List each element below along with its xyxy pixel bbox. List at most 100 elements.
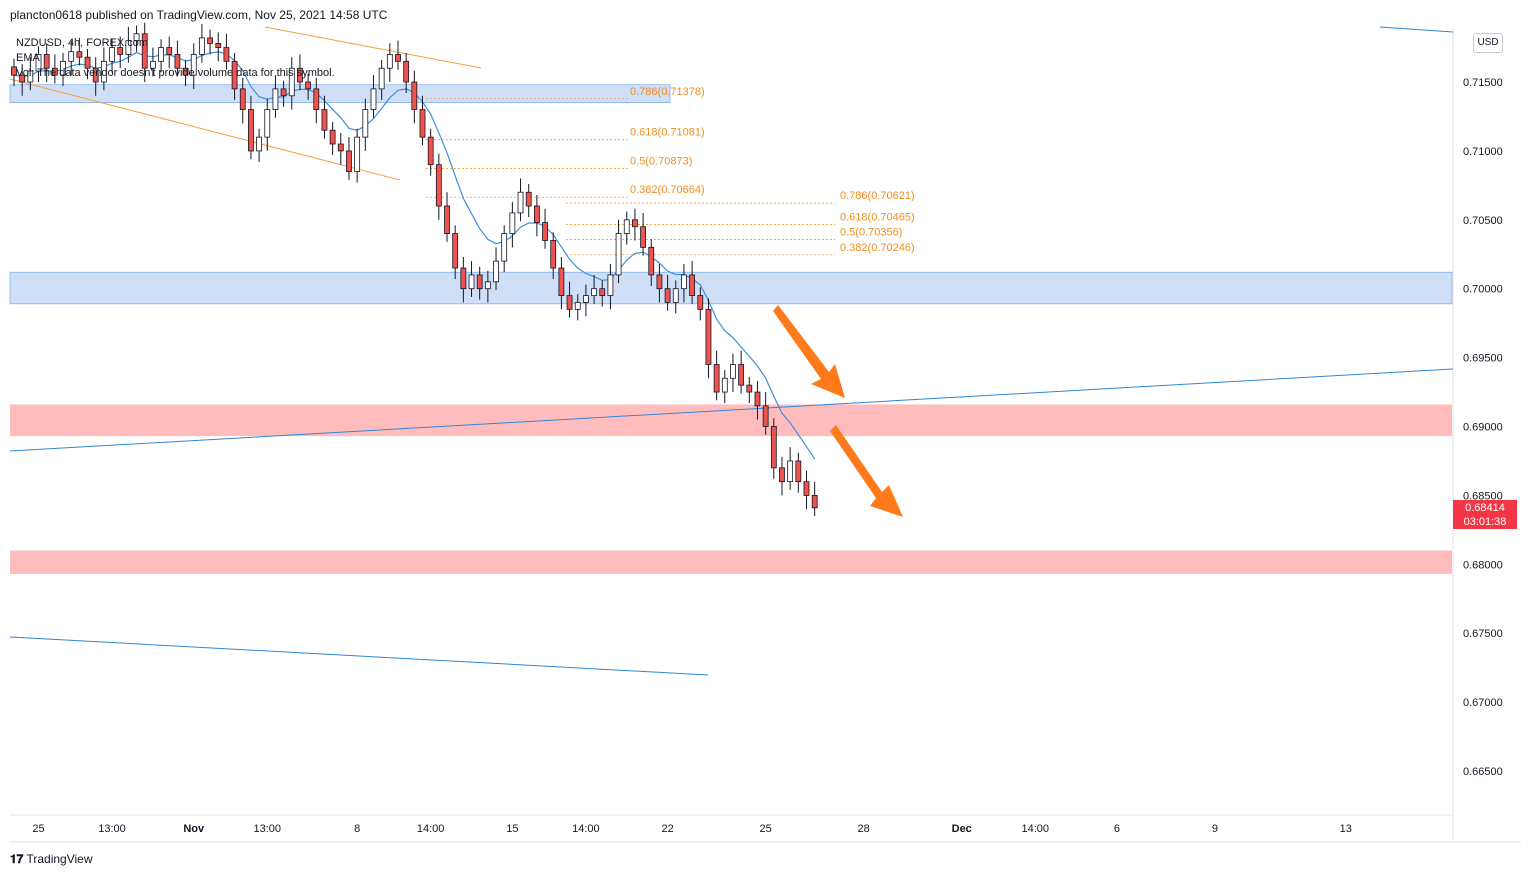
candle[interactable]: [615, 219, 622, 284]
candle[interactable]: [542, 208, 548, 249]
candle[interactable]: [811, 481, 818, 517]
candle[interactable]: [681, 263, 687, 303]
candle[interactable]: [125, 26, 132, 63]
candle[interactable]: [141, 22, 148, 82]
candle[interactable]: [297, 54, 303, 91]
candle[interactable]: [68, 40, 75, 76]
candle[interactable]: [92, 57, 99, 96]
candle[interactable]: [60, 53, 66, 87]
candle[interactable]: [43, 43, 50, 82]
candle[interactable]: [599, 280, 606, 307]
candle[interactable]: [435, 153, 442, 220]
tradingview-logo[interactable]: 𝟏𝟕 TradingView: [10, 852, 93, 867]
candle[interactable]: [697, 287, 704, 321]
candle[interactable]: [591, 274, 597, 304]
candle[interactable]: [354, 128, 361, 183]
candle[interactable]: [199, 24, 205, 63]
long-trendline[interactable]: [9, 368, 1454, 452]
candle[interactable]: [779, 456, 785, 496]
candle[interactable]: [158, 39, 164, 73]
candle[interactable]: [525, 183, 532, 218]
candle[interactable]: [533, 194, 540, 237]
candle[interactable]: [738, 350, 745, 394]
channel-top-line[interactable]: [264, 26, 482, 69]
candle[interactable]: [166, 36, 173, 69]
zone-support-1[interactable]: [9, 271, 1453, 305]
upper-trendline[interactable]: [1379, 26, 1454, 33]
candle[interactable]: [468, 261, 475, 297]
candle[interactable]: [109, 39, 115, 73]
candle[interactable]: [411, 70, 418, 124]
candle[interactable]: [787, 447, 794, 490]
candle[interactable]: [746, 376, 753, 404]
candle[interactable]: [264, 98, 271, 151]
candle[interactable]: [607, 263, 614, 310]
candle[interactable]: [321, 95, 328, 139]
candle[interactable]: [35, 46, 42, 82]
candle[interactable]: [133, 25, 140, 52]
candle[interactable]: [27, 57, 34, 91]
legend-symbol[interactable]: NZDUSD, 4h, FOREX.com: [16, 37, 149, 49]
candle[interactable]: [509, 201, 516, 248]
zone-resistance-0[interactable]: [9, 84, 671, 103]
lower-trendline[interactable]: [9, 636, 709, 676]
candle[interactable]: [484, 270, 491, 303]
candle[interactable]: [713, 350, 720, 401]
candle[interactable]: [517, 178, 524, 222]
candle[interactable]: [493, 247, 499, 291]
candle[interactable]: [444, 192, 450, 242]
candle[interactable]: [256, 128, 263, 162]
candle[interactable]: [329, 121, 336, 156]
candle[interactable]: [583, 284, 589, 317]
candle[interactable]: [501, 225, 508, 273]
candle[interactable]: [288, 57, 295, 110]
candle[interactable]: [672, 280, 679, 314]
candle[interactable]: [174, 40, 181, 77]
candle[interactable]: [305, 73, 312, 100]
candle[interactable]: [754, 381, 761, 420]
candle[interactable]: [574, 294, 581, 321]
candle[interactable]: [337, 132, 344, 165]
candle[interactable]: [452, 225, 459, 280]
candle[interactable]: [248, 95, 254, 160]
candle[interactable]: [648, 239, 655, 286]
candle[interactable]: [207, 29, 213, 55]
candle[interactable]: [730, 353, 736, 393]
candle[interactable]: [84, 48, 91, 80]
candle[interactable]: [11, 58, 17, 87]
candle[interactable]: [476, 266, 483, 300]
candle[interactable]: [313, 77, 320, 124]
candle[interactable]: [346, 137, 352, 180]
candle[interactable]: [100, 47, 107, 91]
candle[interactable]: [378, 59, 385, 100]
candle[interactable]: [76, 37, 83, 66]
candle[interactable]: [215, 32, 222, 62]
zone-level-2[interactable]: [10, 404, 1452, 437]
down-arrow-icon[interactable]: [773, 305, 845, 398]
candle[interactable]: [231, 53, 238, 100]
candle[interactable]: [239, 77, 246, 124]
candle[interactable]: [386, 43, 393, 82]
candle[interactable]: [427, 128, 434, 176]
candle[interactable]: [182, 59, 189, 87]
candle[interactable]: [19, 64, 26, 96]
candle[interactable]: [705, 298, 712, 379]
down-arrow-icon[interactable]: [830, 425, 903, 517]
candle[interactable]: [149, 47, 156, 77]
candle[interactable]: [419, 95, 426, 146]
candle[interactable]: [190, 43, 197, 89]
currency-button[interactable]: USD: [1473, 33, 1503, 53]
candle[interactable]: [640, 212, 646, 256]
candle[interactable]: [223, 33, 230, 70]
candle[interactable]: [272, 75, 279, 118]
channel-bottom-line[interactable]: [9, 78, 401, 181]
legend-ema[interactable]: EMA: [16, 52, 40, 64]
zone-level-3[interactable]: [10, 550, 1452, 574]
candle[interactable]: [721, 370, 728, 404]
candle[interactable]: [362, 98, 369, 151]
candle[interactable]: [117, 36, 124, 69]
candle[interactable]: [566, 281, 573, 318]
candle[interactable]: [803, 470, 810, 510]
candle[interactable]: [664, 274, 671, 311]
